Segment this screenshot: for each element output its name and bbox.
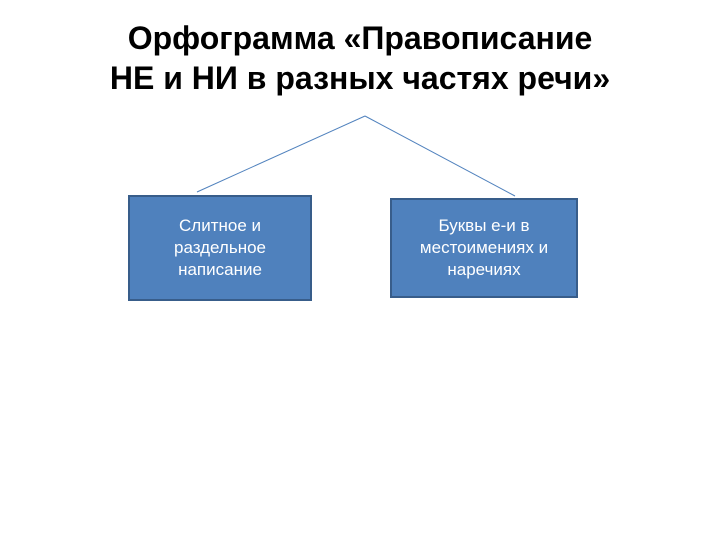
- node-right-label: Буквы е-и в местоимениях и наречиях: [420, 215, 548, 281]
- node-right: Буквы е-и в местоимениях и наречиях: [390, 198, 578, 298]
- node-left-line1: Слитное и: [179, 216, 261, 235]
- node-right-line3: наречиях: [447, 260, 520, 279]
- node-left-line3: написание: [178, 260, 262, 279]
- connector-left: [197, 116, 365, 192]
- node-left-line2: раздельное: [174, 238, 266, 257]
- title-line-1: Орфограмма «Правописание: [128, 20, 593, 56]
- connector-right: [365, 116, 515, 196]
- node-right-line1: Буквы е-и в: [438, 216, 529, 235]
- slide-title: Орфограмма «Правописание НЕ и НИ в разны…: [0, 0, 720, 98]
- node-left-label: Слитное и раздельное написание: [174, 215, 266, 281]
- node-left: Слитное и раздельное написание: [128, 195, 312, 301]
- title-line-2: НЕ и НИ в разных частях речи»: [110, 60, 610, 96]
- node-right-line2: местоимениях и: [420, 238, 548, 257]
